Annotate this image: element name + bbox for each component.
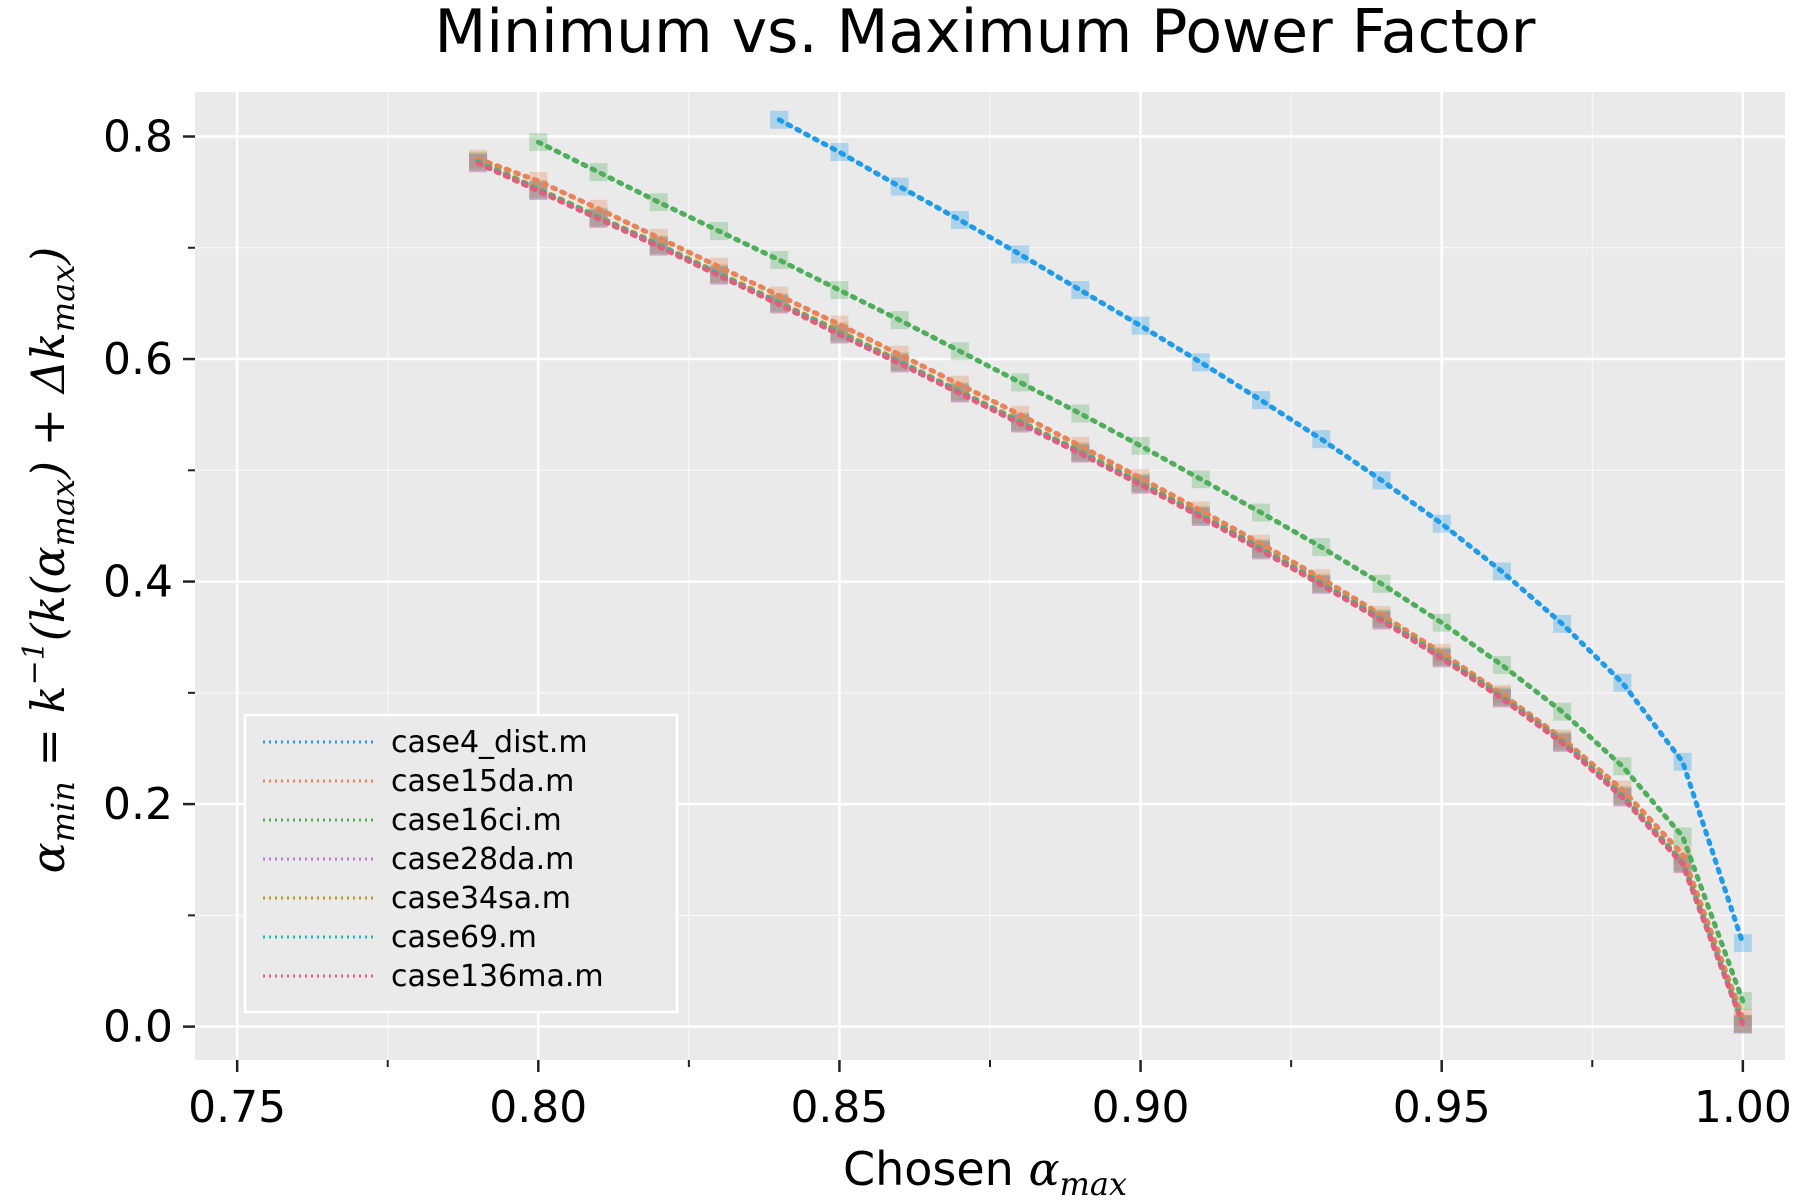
y-tick-label: 0.0	[103, 1002, 173, 1053]
x-tick-label: 1.00	[1694, 1082, 1792, 1133]
data-point	[1733, 934, 1752, 953]
y-tick-label: 0.6	[103, 334, 173, 385]
legend-label: case16ci.m	[391, 803, 562, 838]
data-point	[1011, 245, 1030, 264]
y-tick-label: 0.4	[103, 557, 173, 608]
series-line	[535, 139, 1746, 1004]
chart-title: Minimum vs. Maximum Power Factor	[435, 0, 1536, 67]
x-tick-label: 0.80	[489, 1082, 587, 1133]
legend-label: case4_dist.m	[391, 725, 588, 760]
data-point	[1131, 316, 1150, 335]
grid-lines	[195, 92, 1785, 1060]
series-line	[776, 117, 1746, 946]
data-point	[1071, 404, 1090, 423]
legend: case4_dist.m case15da.m case16ci.m case28da…	[243, 713, 679, 1014]
legend-label: case28da.m	[391, 842, 574, 877]
data-point	[1071, 281, 1090, 300]
y-tick-label: 0.2	[103, 779, 173, 830]
data-point	[950, 210, 969, 229]
x-axis-label: Chosen αmax	[843, 1142, 1127, 1200]
x-tick-label: 0.75	[188, 1082, 286, 1133]
axes: 0.75 0.80 0.85 0.90 0.95 1.00 0.0 0.2 0.4 0.6 0.8	[103, 112, 1792, 1133]
legend-label: case69.m	[391, 920, 537, 955]
legend-label: case34sa.m	[391, 881, 571, 916]
series-layer	[469, 110, 1752, 1034]
legend-label: case136ma.m	[391, 959, 604, 994]
data-point	[1191, 353, 1210, 372]
line-layer	[475, 117, 1746, 1027]
x-tick-label: 0.85	[790, 1082, 888, 1133]
data-point	[830, 281, 849, 300]
series-line	[475, 160, 1746, 1027]
x-tick-label: 0.95	[1393, 1082, 1491, 1133]
data-point	[1432, 514, 1451, 533]
data-point	[589, 163, 608, 182]
x-tick-label: 0.90	[1092, 1082, 1190, 1133]
legend-label: case15da.m	[391, 764, 574, 799]
y-axis-label: αmin = k−1(k(αmax) + Δkmax)	[17, 247, 82, 874]
legend-box	[243, 713, 679, 1014]
y-tick-label: 0.8	[103, 112, 173, 163]
